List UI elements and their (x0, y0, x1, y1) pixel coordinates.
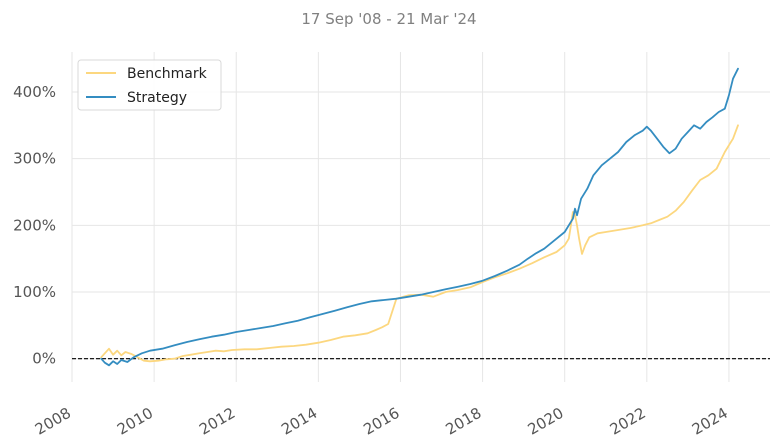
y-tick-label: 400% (13, 83, 56, 101)
y-tick-label: 200% (13, 216, 56, 234)
legend-label-strategy: Strategy (127, 90, 187, 106)
y-tick-label: 300% (13, 150, 56, 168)
legend-label-benchmark: Benchmark (127, 66, 208, 82)
chart-subtitle: 17 Sep '08 - 21 Mar '24 (301, 10, 476, 28)
x-tick-label: 2012 (196, 404, 238, 439)
y-tick-label: 100% (13, 283, 56, 301)
x-axis-tick-labels: 2008 2010 2012 2014 2016 2018 2020 2022 2024 (32, 404, 731, 439)
x-tick-label: 2018 (443, 404, 485, 439)
series-lines (100, 67, 739, 367)
legend: Benchmark Strategy (77, 59, 222, 111)
x-tick-label: 2014 (278, 404, 320, 439)
series-line-strategy (100, 67, 739, 367)
grid-lines (71, 52, 770, 382)
series-line-benchmark (100, 124, 739, 363)
x-tick-label: 2008 (32, 404, 74, 439)
x-tick-label: 2020 (525, 404, 567, 439)
x-tick-label: 2024 (689, 404, 731, 439)
x-tick-label: 2016 (360, 404, 402, 439)
x-tick-label: 2010 (114, 404, 156, 439)
x-tick-label: 2022 (607, 404, 649, 439)
y-tick-label: 0% (32, 350, 56, 368)
y-axis-tick-labels: 0% 100% 200% 300% 400% (13, 83, 56, 368)
